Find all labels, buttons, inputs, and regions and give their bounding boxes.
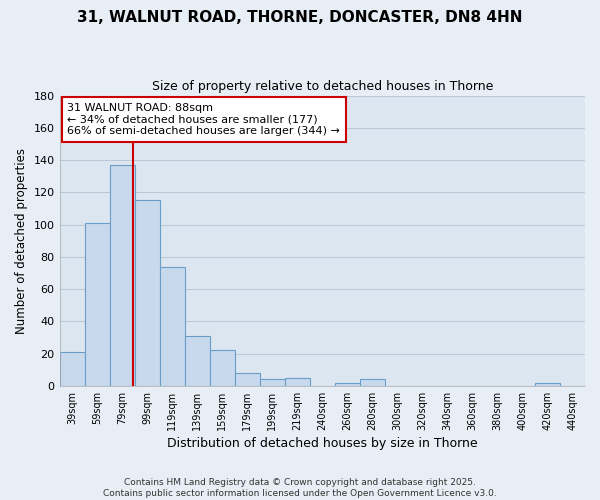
Bar [235,373,260,386]
Y-axis label: Number of detached properties: Number of detached properties [15,148,28,334]
X-axis label: Distribution of detached houses by size in Thorne: Distribution of detached houses by size … [167,437,478,450]
Bar [185,336,209,386]
Text: 31, WALNUT ROAD, THORNE, DONCASTER, DN8 4HN: 31, WALNUT ROAD, THORNE, DONCASTER, DN8 … [77,10,523,25]
Bar [335,382,360,386]
Bar [110,165,134,386]
Bar [285,378,310,386]
Bar [160,266,185,386]
Bar [260,380,285,386]
Bar [85,223,110,386]
Bar [360,380,385,386]
Title: Size of property relative to detached houses in Thorne: Size of property relative to detached ho… [152,80,493,93]
Text: 31 WALNUT ROAD: 88sqm
← 34% of detached houses are smaller (177)
66% of semi-det: 31 WALNUT ROAD: 88sqm ← 34% of detached … [67,103,340,136]
Bar [535,382,560,386]
Text: Contains HM Land Registry data © Crown copyright and database right 2025.
Contai: Contains HM Land Registry data © Crown c… [103,478,497,498]
Bar [134,200,160,386]
Bar [59,352,85,386]
Bar [209,350,235,386]
